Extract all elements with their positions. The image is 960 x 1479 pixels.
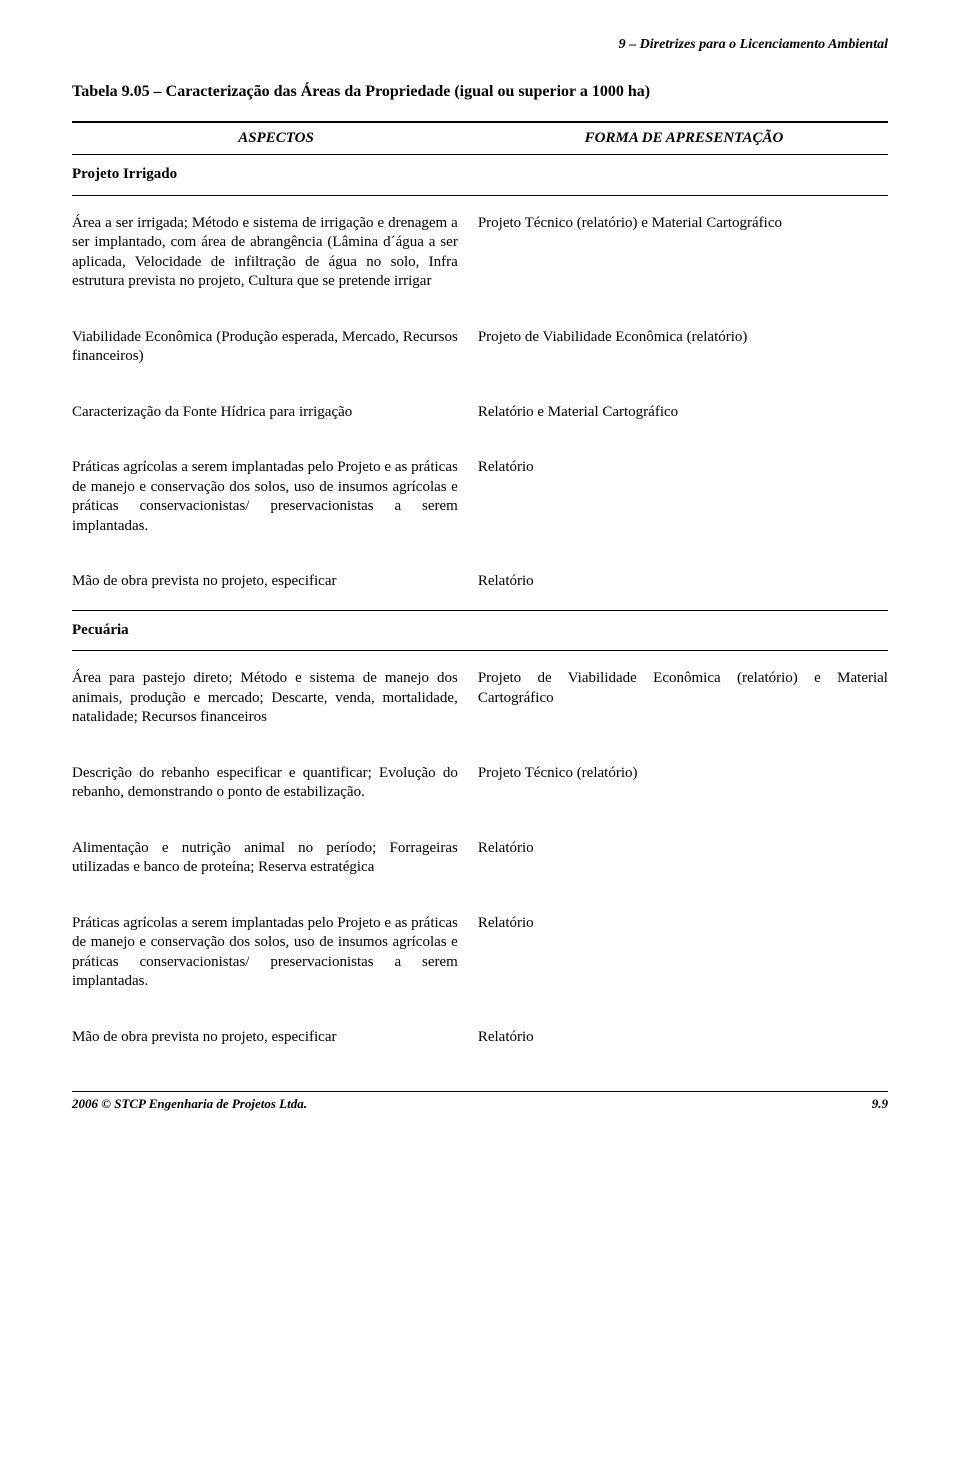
- table-row: Alimentação e nutrição animal no período…: [72, 821, 888, 896]
- table-row: Área para pastejo direto; Método e siste…: [72, 651, 888, 746]
- footer-left: 2006 © STCP Engenharia de Projetos Ltda.: [72, 1096, 307, 1113]
- section-projeto-irrigado: Projeto Irrigado: [72, 155, 888, 196]
- table-row: Caracterização da Fonte Hídrica para irr…: [72, 385, 888, 441]
- row-forma: Relatório: [472, 458, 888, 478]
- row-forma: Projeto de Viabilidade Econômica (relató…: [472, 669, 888, 708]
- row-aspect: Descrição do rebanho especificar e quant…: [72, 764, 472, 803]
- row-forma: Projeto de Viabilidade Econômica (relató…: [472, 328, 888, 348]
- row-forma: Projeto Técnico (relatório): [472, 764, 888, 784]
- section-pecuaria: Pecuária: [72, 611, 888, 652]
- page-header-right: 9 – Diretrizes para o Licenciamento Ambi…: [72, 36, 888, 54]
- row-aspect: Práticas agrícolas a serem implantadas p…: [72, 458, 472, 536]
- table-row: Práticas agrícolas a serem implantadas p…: [72, 440, 888, 554]
- col-header-aspectos: ASPECTOS: [72, 129, 480, 149]
- col-header-forma: FORMA DE APRESENTAÇÃO: [480, 129, 888, 149]
- table-row: Mão de obra prevista no projeto, especif…: [72, 1010, 888, 1066]
- table-header-row: ASPECTOS FORMA DE APRESENTAÇÃO: [72, 121, 888, 156]
- table-row: Mão de obra prevista no projeto, especif…: [72, 554, 888, 611]
- row-aspect: Viabilidade Econômica (Produção esperada…: [72, 328, 472, 367]
- row-forma: Projeto Técnico (relatório) e Material C…: [472, 214, 888, 234]
- row-aspect: Área para pastejo direto; Método e siste…: [72, 669, 472, 728]
- row-forma: Relatório: [472, 839, 888, 859]
- table-row: Área a ser irrigada; Método e sistema de…: [72, 196, 888, 310]
- row-forma: Relatório e Material Cartográfico: [472, 403, 888, 423]
- row-aspect: Caracterização da Fonte Hídrica para irr…: [72, 403, 472, 423]
- footer-right: 9.9: [872, 1096, 888, 1113]
- row-aspect: Alimentação e nutrição animal no período…: [72, 839, 472, 878]
- row-forma: Relatório: [472, 914, 888, 934]
- table-row: Viabilidade Econômica (Produção esperada…: [72, 310, 888, 385]
- row-forma: Relatório: [472, 1028, 888, 1048]
- table-row: Descrição do rebanho especificar e quant…: [72, 746, 888, 821]
- row-aspect: Mão de obra prevista no projeto, especif…: [72, 572, 472, 592]
- row-aspect: Práticas agrícolas a serem implantadas p…: [72, 914, 472, 992]
- page-footer: 2006 © STCP Engenharia de Projetos Ltda.…: [72, 1091, 888, 1113]
- row-aspect: Área a ser irrigada; Método e sistema de…: [72, 214, 472, 292]
- row-forma: Relatório: [472, 572, 888, 592]
- row-aspect: Mão de obra prevista no projeto, especif…: [72, 1028, 472, 1048]
- table-row: Práticas agrícolas a serem implantadas p…: [72, 896, 888, 1010]
- table-title: Tabela 9.05 – Caracterização das Áreas d…: [72, 82, 888, 103]
